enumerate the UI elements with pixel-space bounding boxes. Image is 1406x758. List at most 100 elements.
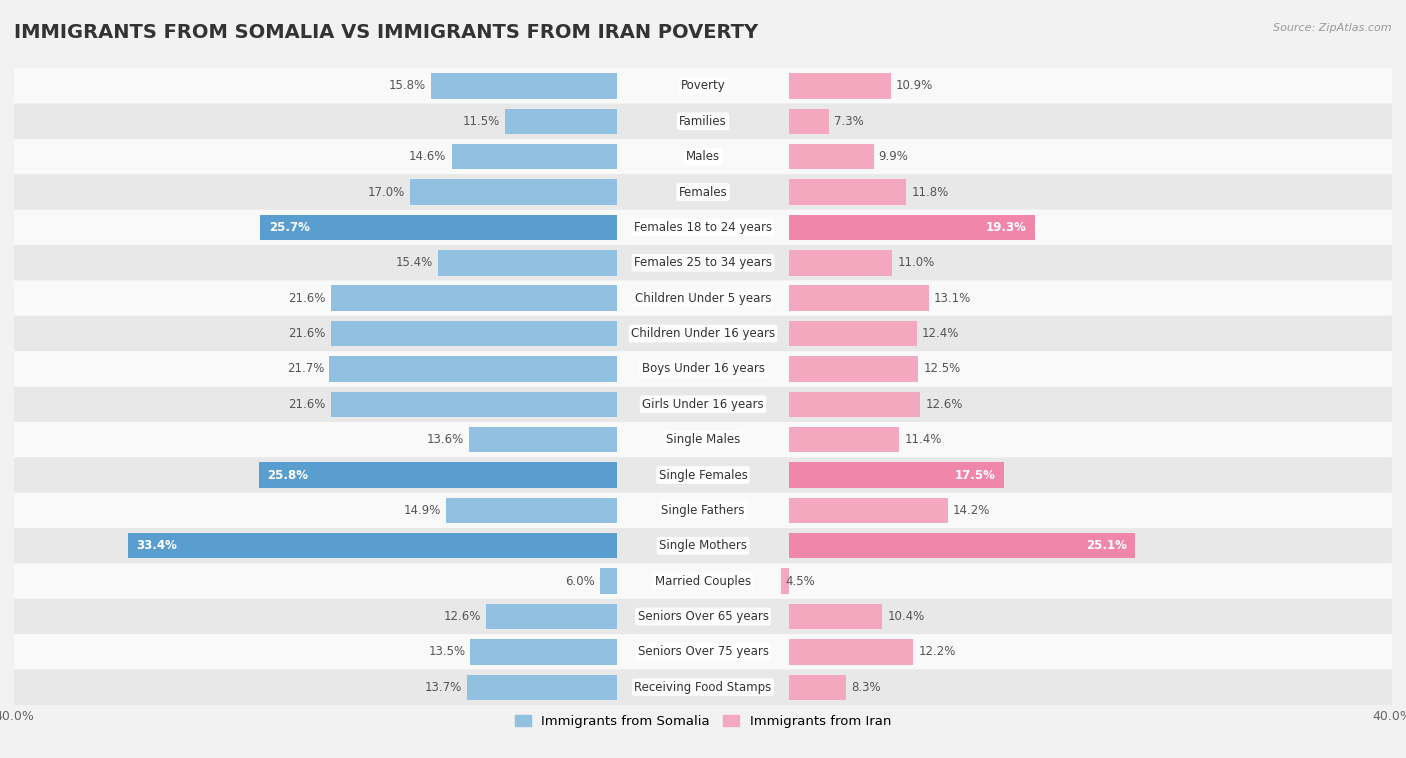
Bar — [789, 321, 917, 346]
Text: 13.6%: 13.6% — [426, 433, 464, 446]
Bar — [437, 250, 617, 275]
Text: 11.0%: 11.0% — [897, 256, 935, 269]
Bar — [789, 144, 873, 169]
FancyBboxPatch shape — [14, 563, 1392, 599]
Bar — [329, 356, 617, 381]
Text: 12.6%: 12.6% — [925, 398, 963, 411]
Text: Females 18 to 24 years: Females 18 to 24 years — [634, 221, 772, 234]
Bar — [411, 180, 617, 205]
FancyBboxPatch shape — [14, 104, 1392, 139]
Bar — [451, 144, 617, 169]
Text: 4.5%: 4.5% — [786, 575, 815, 587]
Text: 33.4%: 33.4% — [136, 539, 177, 553]
FancyBboxPatch shape — [14, 669, 1392, 705]
Bar — [789, 639, 912, 665]
FancyBboxPatch shape — [14, 351, 1392, 387]
Bar — [330, 286, 617, 311]
Text: Single Mothers: Single Mothers — [659, 539, 747, 553]
Bar — [789, 675, 846, 700]
Text: 12.4%: 12.4% — [922, 327, 959, 340]
Bar — [128, 533, 617, 559]
Text: Poverty: Poverty — [681, 80, 725, 92]
FancyBboxPatch shape — [14, 422, 1392, 457]
Text: 13.7%: 13.7% — [425, 681, 461, 694]
Text: 15.4%: 15.4% — [395, 256, 433, 269]
Bar — [789, 286, 928, 311]
Bar — [789, 108, 828, 134]
FancyBboxPatch shape — [14, 174, 1392, 210]
FancyBboxPatch shape — [14, 457, 1392, 493]
Text: Receiving Food Stamps: Receiving Food Stamps — [634, 681, 772, 694]
Bar — [446, 498, 617, 523]
Text: IMMIGRANTS FROM SOMALIA VS IMMIGRANTS FROM IRAN POVERTY: IMMIGRANTS FROM SOMALIA VS IMMIGRANTS FR… — [14, 23, 758, 42]
FancyBboxPatch shape — [14, 634, 1392, 669]
Bar — [789, 533, 1135, 559]
Text: Boys Under 16 years: Boys Under 16 years — [641, 362, 765, 375]
Text: Married Couples: Married Couples — [655, 575, 751, 587]
Bar — [259, 462, 617, 487]
Text: 12.6%: 12.6% — [443, 610, 481, 623]
Bar — [486, 604, 617, 629]
Text: 12.5%: 12.5% — [924, 362, 960, 375]
Text: 15.8%: 15.8% — [388, 80, 426, 92]
Bar — [330, 321, 617, 346]
Text: 9.9%: 9.9% — [879, 150, 908, 163]
Text: 21.7%: 21.7% — [287, 362, 323, 375]
Text: Single Fathers: Single Fathers — [661, 504, 745, 517]
Bar — [789, 604, 882, 629]
Text: Seniors Over 65 years: Seniors Over 65 years — [637, 610, 769, 623]
Text: 10.4%: 10.4% — [887, 610, 925, 623]
FancyBboxPatch shape — [14, 387, 1392, 422]
Bar — [789, 427, 900, 453]
Text: Single Males: Single Males — [666, 433, 740, 446]
Bar — [260, 215, 617, 240]
FancyBboxPatch shape — [14, 139, 1392, 174]
Text: 14.6%: 14.6% — [409, 150, 446, 163]
FancyBboxPatch shape — [14, 68, 1392, 104]
FancyBboxPatch shape — [14, 245, 1392, 280]
Text: Females 25 to 34 years: Females 25 to 34 years — [634, 256, 772, 269]
Text: 6.0%: 6.0% — [565, 575, 595, 587]
Text: 11.4%: 11.4% — [904, 433, 942, 446]
FancyBboxPatch shape — [14, 210, 1392, 245]
Text: Females: Females — [679, 186, 727, 199]
FancyBboxPatch shape — [14, 280, 1392, 316]
Text: 17.0%: 17.0% — [368, 186, 405, 199]
FancyBboxPatch shape — [14, 599, 1392, 634]
Bar — [789, 356, 918, 381]
Bar — [789, 392, 920, 417]
Text: Source: ZipAtlas.com: Source: ZipAtlas.com — [1274, 23, 1392, 33]
FancyBboxPatch shape — [14, 528, 1392, 563]
Text: 14.9%: 14.9% — [404, 504, 441, 517]
Bar — [430, 74, 617, 99]
Bar — [789, 498, 948, 523]
Text: 21.6%: 21.6% — [288, 327, 326, 340]
Text: Seniors Over 75 years: Seniors Over 75 years — [637, 645, 769, 659]
Bar — [599, 568, 617, 594]
Text: 11.5%: 11.5% — [463, 114, 499, 128]
FancyBboxPatch shape — [14, 493, 1392, 528]
Text: Single Females: Single Females — [658, 468, 748, 481]
Bar — [471, 639, 617, 665]
Legend: Immigrants from Somalia, Immigrants from Iran: Immigrants from Somalia, Immigrants from… — [510, 709, 896, 733]
Bar — [780, 568, 789, 594]
Text: 11.8%: 11.8% — [911, 186, 949, 199]
Text: 19.3%: 19.3% — [986, 221, 1026, 234]
Bar — [789, 74, 891, 99]
Text: 25.8%: 25.8% — [267, 468, 308, 481]
Text: Males: Males — [686, 150, 720, 163]
FancyBboxPatch shape — [14, 316, 1392, 351]
Text: 25.1%: 25.1% — [1085, 539, 1126, 553]
Text: 8.3%: 8.3% — [851, 681, 880, 694]
Text: 13.5%: 13.5% — [429, 645, 465, 659]
Text: 12.2%: 12.2% — [918, 645, 956, 659]
Text: 14.2%: 14.2% — [953, 504, 990, 517]
Text: 17.5%: 17.5% — [955, 468, 995, 481]
Text: Girls Under 16 years: Girls Under 16 years — [643, 398, 763, 411]
Bar — [467, 675, 617, 700]
Bar — [789, 180, 907, 205]
Bar — [789, 215, 1035, 240]
Text: Families: Families — [679, 114, 727, 128]
Text: Children Under 16 years: Children Under 16 years — [631, 327, 775, 340]
Text: 10.9%: 10.9% — [896, 80, 934, 92]
